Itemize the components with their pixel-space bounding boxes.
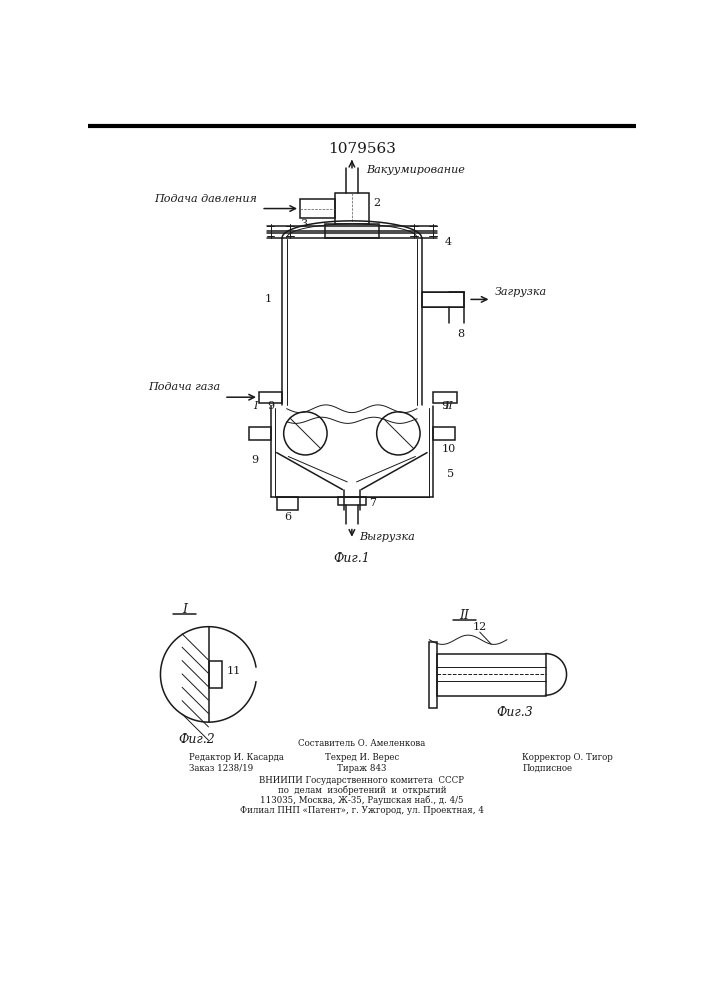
- Text: 3: 3: [300, 219, 308, 229]
- Text: Загрузка: Загрузка: [495, 287, 547, 297]
- Text: Выгрузка: Выгрузка: [360, 532, 416, 542]
- Text: Корректор О. Тигор: Корректор О. Тигор: [522, 753, 613, 762]
- Bar: [338, 497, 366, 505]
- Bar: [249, 427, 271, 440]
- Text: Заказ 1238/19: Заказ 1238/19: [189, 764, 253, 773]
- Bar: [421, 292, 464, 307]
- Text: Подача давления: Подача давления: [154, 194, 257, 204]
- Text: 1079563: 1079563: [328, 142, 396, 156]
- Text: Составитель О. Амеленкова: Составитель О. Амеленкова: [298, 739, 426, 748]
- Text: Фиг.2: Фиг.2: [178, 733, 215, 746]
- Text: Подписное: Подписное: [522, 764, 573, 773]
- Text: 5: 5: [448, 469, 455, 479]
- Text: 7: 7: [369, 498, 376, 508]
- Text: II: II: [445, 401, 453, 411]
- Text: 9: 9: [267, 401, 274, 411]
- Text: 10: 10: [442, 444, 456, 454]
- Text: Редактор И. Касарда: Редактор И. Касарда: [189, 753, 284, 762]
- Text: ВНИИПИ Государственного комитета  СССР: ВНИИПИ Государственного комитета СССР: [259, 776, 464, 785]
- Text: 2: 2: [373, 198, 380, 208]
- Bar: [276, 497, 298, 510]
- Text: II: II: [460, 609, 469, 622]
- Text: 6: 6: [284, 512, 291, 522]
- Text: 9: 9: [252, 455, 259, 465]
- Text: Подача газа: Подача газа: [148, 382, 220, 392]
- Text: Вакуумирование: Вакуумирование: [366, 165, 464, 175]
- Bar: [433, 392, 457, 403]
- Text: Тираж 843: Тираж 843: [337, 764, 387, 773]
- Text: I: I: [182, 603, 187, 616]
- Bar: [437, 654, 546, 696]
- Text: Фиг.1: Фиг.1: [334, 552, 370, 565]
- Bar: [433, 427, 455, 440]
- Text: I: I: [253, 401, 257, 411]
- Text: Филиал ПНП «Патент», г. Ужгород, ул. Проектная, 4: Филиал ПНП «Патент», г. Ужгород, ул. Про…: [240, 806, 484, 815]
- Bar: [335, 193, 369, 224]
- Text: 1: 1: [264, 294, 271, 304]
- Text: 9: 9: [441, 401, 448, 411]
- Bar: [429, 642, 437, 708]
- Bar: [300, 199, 335, 218]
- Text: 4: 4: [445, 237, 452, 247]
- Text: по  делам  изобретений  и  открытий: по делам изобретений и открытий: [278, 786, 446, 795]
- Text: 11: 11: [226, 666, 240, 676]
- Bar: [209, 661, 223, 688]
- Bar: [259, 392, 282, 403]
- Text: Техред И. Верес: Техред И. Верес: [325, 753, 399, 762]
- Text: 113035, Москва, Ж-35, Раушская наб., д. 4/5: 113035, Москва, Ж-35, Раушская наб., д. …: [260, 796, 464, 805]
- Bar: [325, 224, 379, 238]
- Text: 8: 8: [457, 329, 464, 339]
- Text: 12: 12: [472, 622, 487, 632]
- Text: Фиг.3: Фиг.3: [496, 706, 533, 719]
